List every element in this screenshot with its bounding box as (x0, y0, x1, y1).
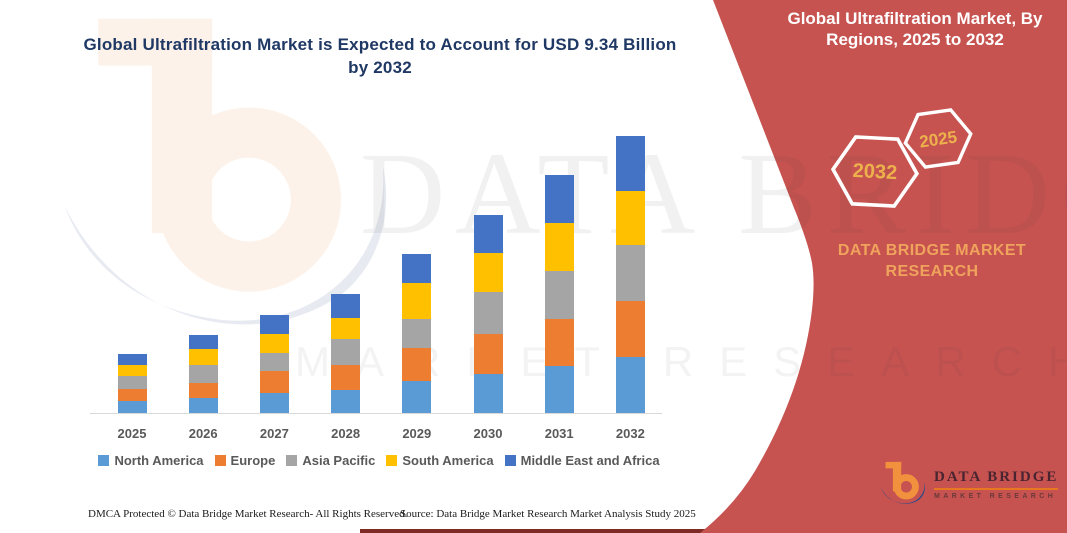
bar-segment-south-america (259, 334, 289, 353)
bar-segment-south-america (473, 252, 503, 293)
x-tick-2031: 2031 (544, 426, 574, 441)
bar-segment-north-america (402, 381, 432, 413)
brand-logo-tagline: MARKET RESEARCH (934, 492, 1057, 500)
bar-segment-middle-east-and-africa (615, 135, 645, 191)
legend-item-asia-pacific: Asia Pacific (286, 453, 375, 468)
legend-label: Middle East and Africa (520, 453, 660, 468)
bar-segment-north-america (117, 401, 147, 413)
bar-segment-asia-pacific (331, 339, 361, 366)
x-tick-2025: 2025 (117, 426, 147, 441)
sidebar-brand-text: DATA BRIDGE MARKET RESEARCH (837, 242, 1027, 280)
bar-segment-south-america (544, 222, 574, 271)
bar-segment-south-america (188, 348, 218, 366)
x-tick-2028: 2028 (331, 426, 361, 441)
bar-segment-europe (473, 334, 503, 375)
bar-segment-asia-pacific (473, 292, 503, 335)
legend-item-europe: Europe (214, 453, 276, 468)
stacked-bar-2025 (117, 353, 147, 413)
x-axis-line (90, 413, 662, 414)
data-bridge-logo-icon (880, 461, 926, 504)
bar-segment-middle-east-and-africa (402, 254, 432, 283)
bar-segment-europe (188, 382, 218, 398)
legend-label: Europe (230, 453, 276, 468)
bar-segment-europe (117, 388, 147, 402)
bar-segment-middle-east-and-africa (331, 293, 361, 318)
bar-segment-north-america (331, 389, 361, 413)
legend-label: North America (114, 453, 204, 468)
hexagon-2032: 2032 (830, 135, 920, 208)
x-tick-2030: 2030 (473, 426, 503, 441)
bar-segment-north-america (259, 393, 289, 413)
bar-segment-europe (615, 300, 645, 357)
legend-label: South America (402, 453, 494, 468)
legend-swatch-icon (504, 455, 516, 466)
bar-segment-europe (544, 318, 574, 367)
x-tick-2027: 2027 (259, 426, 289, 441)
hexagon-2025: 2025 (903, 108, 973, 169)
bar-segment-north-america (544, 366, 574, 413)
bar-segment-north-america (473, 374, 503, 413)
legend-swatch-icon (98, 455, 110, 466)
bar-segment-asia-pacific (615, 245, 645, 301)
brand-logo: DATA BRIDGE MARKET RESEARCH (880, 461, 1059, 507)
stacked-bar-2030 (473, 215, 503, 413)
brand-logo-name: DATA BRIDGE (934, 469, 1059, 490)
footer-source-text: Source: Data Bridge Market Research Mark… (400, 508, 696, 520)
x-tick-2029: 2029 (402, 426, 432, 441)
legend-label: Asia Pacific (302, 453, 376, 468)
stacked-bar-2027 (259, 314, 289, 413)
bar-segment-middle-east-and-africa (259, 314, 289, 335)
chart-legend: North America Europe Asia Pacific South Ame… (85, 453, 673, 468)
hexagon-2032-label: 2032 (852, 160, 898, 184)
bar-segment-north-america (188, 397, 218, 413)
stacked-bar-2031 (544, 175, 574, 413)
x-tick-2026: 2026 (188, 426, 218, 441)
legend-item-middle-east-and-africa: Middle East and Africa (504, 453, 660, 468)
legend-swatch-icon (386, 455, 398, 466)
stacked-bar-2032 (615, 135, 645, 413)
bar-segment-europe (259, 371, 289, 394)
bar-segment-middle-east-and-africa (188, 334, 218, 349)
bar-segment-north-america (615, 356, 645, 413)
stacked-bar-2026 (188, 334, 218, 413)
bar-segment-europe (331, 365, 361, 390)
bar-segment-europe (402, 347, 432, 381)
bar-segment-south-america (117, 365, 147, 377)
x-tick-2032: 2032 (615, 426, 645, 441)
legend-item-south-america: South America (386, 453, 494, 468)
bar-segment-asia-pacific (259, 352, 289, 372)
legend-item-north-america: North America (98, 453, 204, 468)
bar-segment-asia-pacific (544, 270, 574, 319)
hexagon-2025-label: 2025 (918, 127, 958, 151)
bar-segment-middle-east-and-africa (544, 175, 574, 223)
bar-segment-middle-east-and-africa (117, 353, 147, 366)
footer-dmca-text: DMCA Protected © Data Bridge Market Rese… (88, 508, 408, 520)
legend-swatch-icon (286, 455, 298, 466)
bar-segment-asia-pacific (188, 365, 218, 383)
bar-segment-asia-pacific (117, 376, 147, 389)
stacked-bar-2028 (331, 293, 361, 413)
bar-segment-south-america (615, 190, 645, 246)
chart-title: Global Ultrafiltration Market is Expecte… (83, 35, 677, 77)
bar-segment-south-america (402, 282, 432, 320)
bar-segment-asia-pacific (402, 319, 432, 348)
legend-swatch-icon (214, 455, 226, 466)
bar-segment-middle-east-and-africa (473, 215, 503, 253)
stacked-bar-2029 (402, 254, 432, 413)
bar-segment-south-america (331, 317, 361, 340)
